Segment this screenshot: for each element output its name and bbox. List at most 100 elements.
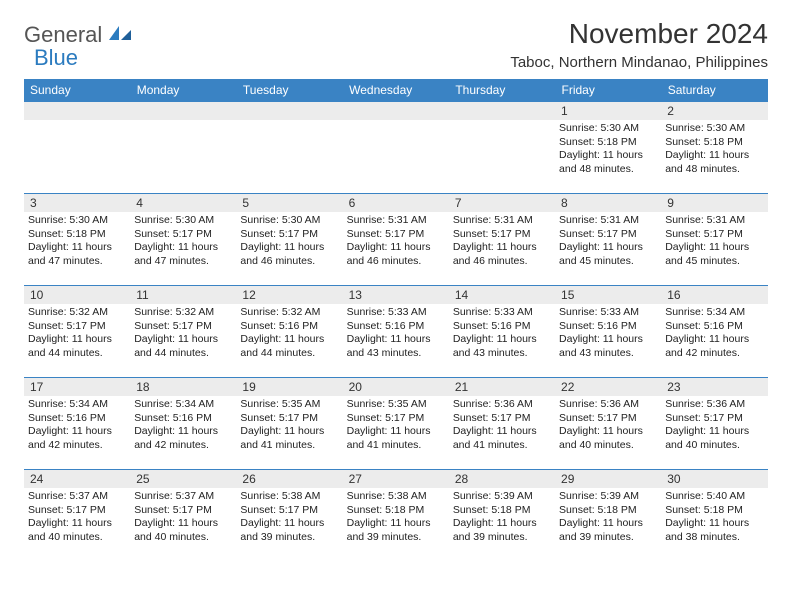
day-number: 3 <box>24 194 130 212</box>
detail-line: Sunset: 5:17 PM <box>240 412 338 426</box>
weekday-header: Friday <box>555 79 661 102</box>
day-number: 13 <box>343 286 449 304</box>
day-details: Sunrise: 5:37 AMSunset: 5:17 PMDaylight:… <box>130 488 236 549</box>
logo-sail-icon <box>109 24 133 47</box>
calendar-cell: 4Sunrise: 5:30 AMSunset: 5:17 PMDaylight… <box>130 194 236 286</box>
detail-line: Sunrise: 5:38 AM <box>240 490 338 504</box>
detail-line: Sunrise: 5:35 AM <box>347 398 445 412</box>
day-number: 4 <box>130 194 236 212</box>
detail-line: Sunset: 5:18 PM <box>559 504 657 518</box>
day-details: Sunrise: 5:39 AMSunset: 5:18 PMDaylight:… <box>449 488 555 549</box>
day-details: Sunrise: 5:36 AMSunset: 5:17 PMDaylight:… <box>449 396 555 457</box>
day-number: 16 <box>661 286 767 304</box>
calendar-cell: 17Sunrise: 5:34 AMSunset: 5:16 PMDayligh… <box>24 378 130 470</box>
day-number: 26 <box>236 470 342 488</box>
detail-line: Daylight: 11 hours and 45 minutes. <box>665 241 763 268</box>
detail-line: Daylight: 11 hours and 41 minutes. <box>240 425 338 452</box>
day-details: Sunrise: 5:38 AMSunset: 5:18 PMDaylight:… <box>343 488 449 549</box>
day-number: 20 <box>343 378 449 396</box>
detail-line: Daylight: 11 hours and 39 minutes. <box>240 517 338 544</box>
detail-line: Sunset: 5:17 PM <box>28 320 126 334</box>
calendar-cell: 18Sunrise: 5:34 AMSunset: 5:16 PMDayligh… <box>130 378 236 470</box>
day-number: 22 <box>555 378 661 396</box>
detail-line: Daylight: 11 hours and 44 minutes. <box>134 333 232 360</box>
detail-line: Sunset: 5:17 PM <box>347 228 445 242</box>
detail-line: Sunrise: 5:33 AM <box>559 306 657 320</box>
day-number: 21 <box>449 378 555 396</box>
weekday-header-row: Sunday Monday Tuesday Wednesday Thursday… <box>24 79 768 102</box>
detail-line: Sunset: 5:18 PM <box>347 504 445 518</box>
logo: General Blue <box>24 24 133 70</box>
day-number <box>130 102 236 120</box>
day-details: Sunrise: 5:39 AMSunset: 5:18 PMDaylight:… <box>555 488 661 549</box>
calendar-cell: 9Sunrise: 5:31 AMSunset: 5:17 PMDaylight… <box>661 194 767 286</box>
detail-line: Sunset: 5:18 PM <box>453 504 551 518</box>
detail-line: Sunset: 5:17 PM <box>240 228 338 242</box>
detail-line: Sunset: 5:16 PM <box>665 320 763 334</box>
detail-line: Sunrise: 5:40 AM <box>665 490 763 504</box>
calendar-cell: 7Sunrise: 5:31 AMSunset: 5:17 PMDaylight… <box>449 194 555 286</box>
detail-line: Sunset: 5:16 PM <box>453 320 551 334</box>
day-details: Sunrise: 5:34 AMSunset: 5:16 PMDaylight:… <box>24 396 130 457</box>
day-number: 23 <box>661 378 767 396</box>
detail-line: Sunset: 5:16 PM <box>134 412 232 426</box>
weekday-header: Thursday <box>449 79 555 102</box>
detail-line: Sunrise: 5:34 AM <box>134 398 232 412</box>
detail-line: Daylight: 11 hours and 46 minutes. <box>347 241 445 268</box>
page-header: General Blue November 2024 Taboc, Northe… <box>24 18 768 71</box>
day-details: Sunrise: 5:37 AMSunset: 5:17 PMDaylight:… <box>24 488 130 549</box>
title-block: November 2024 Taboc, Northern Mindanao, … <box>510 18 768 71</box>
detail-line: Sunset: 5:17 PM <box>453 228 551 242</box>
detail-line: Sunrise: 5:35 AM <box>240 398 338 412</box>
detail-line: Sunrise: 5:38 AM <box>347 490 445 504</box>
detail-line: Daylight: 11 hours and 40 minutes. <box>28 517 126 544</box>
day-details: Sunrise: 5:30 AMSunset: 5:17 PMDaylight:… <box>130 212 236 273</box>
detail-line: Daylight: 11 hours and 39 minutes. <box>347 517 445 544</box>
detail-line: Daylight: 11 hours and 44 minutes. <box>240 333 338 360</box>
detail-line: Sunrise: 5:37 AM <box>28 490 126 504</box>
detail-line: Daylight: 11 hours and 39 minutes. <box>559 517 657 544</box>
day-details: Sunrise: 5:31 AMSunset: 5:17 PMDaylight:… <box>449 212 555 273</box>
day-details: Sunrise: 5:34 AMSunset: 5:16 PMDaylight:… <box>130 396 236 457</box>
calendar-cell: 2Sunrise: 5:30 AMSunset: 5:18 PMDaylight… <box>661 102 767 194</box>
detail-line: Sunrise: 5:32 AM <box>134 306 232 320</box>
detail-line: Daylight: 11 hours and 48 minutes. <box>559 149 657 176</box>
day-number: 1 <box>555 102 661 120</box>
detail-line: Sunrise: 5:34 AM <box>28 398 126 412</box>
day-number <box>236 102 342 120</box>
day-details: Sunrise: 5:35 AMSunset: 5:17 PMDaylight:… <box>236 396 342 457</box>
detail-line: Sunrise: 5:31 AM <box>347 214 445 228</box>
day-details: Sunrise: 5:38 AMSunset: 5:17 PMDaylight:… <box>236 488 342 549</box>
calendar-cell: 29Sunrise: 5:39 AMSunset: 5:18 PMDayligh… <box>555 470 661 562</box>
detail-line: Sunrise: 5:36 AM <box>559 398 657 412</box>
day-number <box>343 102 449 120</box>
detail-line: Sunrise: 5:31 AM <box>453 214 551 228</box>
calendar-cell: 19Sunrise: 5:35 AMSunset: 5:17 PMDayligh… <box>236 378 342 470</box>
calendar-cell: 27Sunrise: 5:38 AMSunset: 5:18 PMDayligh… <box>343 470 449 562</box>
day-number: 5 <box>236 194 342 212</box>
calendar-table: Sunday Monday Tuesday Wednesday Thursday… <box>24 79 768 562</box>
day-number <box>24 102 130 120</box>
logo-text-block: General Blue <box>24 24 133 70</box>
calendar-cell <box>343 102 449 194</box>
detail-line: Daylight: 11 hours and 45 minutes. <box>559 241 657 268</box>
day-number: 9 <box>661 194 767 212</box>
day-number: 10 <box>24 286 130 304</box>
calendar-cell: 26Sunrise: 5:38 AMSunset: 5:17 PMDayligh… <box>236 470 342 562</box>
detail-line: Sunrise: 5:30 AM <box>28 214 126 228</box>
detail-line: Daylight: 11 hours and 40 minutes. <box>134 517 232 544</box>
detail-line: Sunset: 5:17 PM <box>240 504 338 518</box>
day-number: 27 <box>343 470 449 488</box>
detail-line: Sunrise: 5:34 AM <box>665 306 763 320</box>
day-number: 28 <box>449 470 555 488</box>
detail-line: Sunrise: 5:32 AM <box>240 306 338 320</box>
detail-line: Sunset: 5:16 PM <box>559 320 657 334</box>
day-details: Sunrise: 5:30 AMSunset: 5:18 PMDaylight:… <box>24 212 130 273</box>
detail-line: Sunrise: 5:33 AM <box>453 306 551 320</box>
detail-line: Sunset: 5:18 PM <box>28 228 126 242</box>
day-details: Sunrise: 5:35 AMSunset: 5:17 PMDaylight:… <box>343 396 449 457</box>
detail-line: Daylight: 11 hours and 43 minutes. <box>347 333 445 360</box>
day-number: 29 <box>555 470 661 488</box>
day-number: 18 <box>130 378 236 396</box>
detail-line: Sunrise: 5:30 AM <box>240 214 338 228</box>
